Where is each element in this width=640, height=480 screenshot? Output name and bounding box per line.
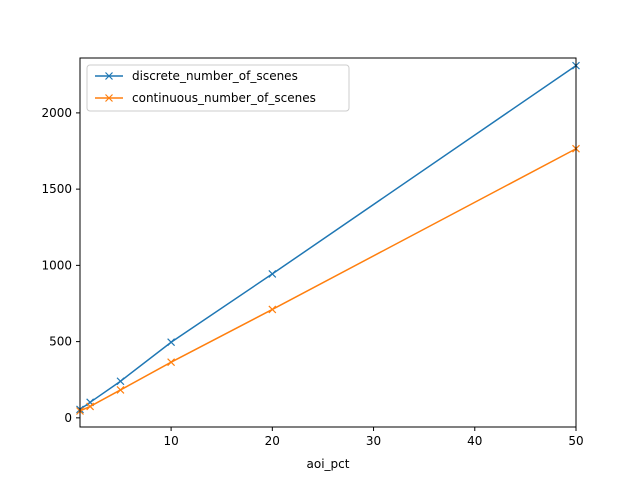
series-line-1: [79, 148, 577, 412]
legend-label-0: discrete_number_of_scenes: [132, 69, 298, 83]
data-point-marker: [116, 377, 125, 386]
legend-marker-1: [105, 94, 113, 102]
data-point-marker: [268, 305, 277, 314]
data-point-marker: [268, 269, 277, 278]
x-tick-label: 40: [467, 434, 482, 448]
y-tick-label: 500: [49, 335, 72, 349]
legend: discrete_number_of_scenes continuous_numb…: [86, 64, 350, 112]
legend-box: [86, 64, 350, 112]
x-axis-label: aoi_pct: [307, 457, 350, 471]
data-point-marker: [167, 358, 176, 367]
data-point-marker: [116, 386, 125, 394]
y-tick-label: 0: [64, 411, 72, 425]
x-tick-label: 30: [366, 434, 381, 448]
x-axis: 10 20 30 40 50: [163, 427, 584, 448]
y-tick-label: 2000: [41, 106, 72, 120]
y-tick-label: 1000: [41, 258, 72, 272]
x-tick-label: 20: [265, 434, 280, 448]
plot-frame: [79, 57, 577, 428]
legend-label-1: continuous_number_of_scenes: [132, 91, 316, 105]
series-layer: [76, 61, 580, 415]
data-point-marker: [86, 402, 95, 411]
plot-area: [80, 58, 576, 427]
x-tick-label: 50: [568, 434, 583, 448]
legend-marker-0: [105, 72, 113, 80]
axes-layer: [79, 57, 577, 428]
data-point-marker: [167, 338, 176, 347]
x-tick-label: 10: [163, 434, 178, 448]
y-tick-label: 1500: [41, 182, 72, 196]
y-axis: 0 500 1000 1500 2000: [41, 106, 80, 425]
